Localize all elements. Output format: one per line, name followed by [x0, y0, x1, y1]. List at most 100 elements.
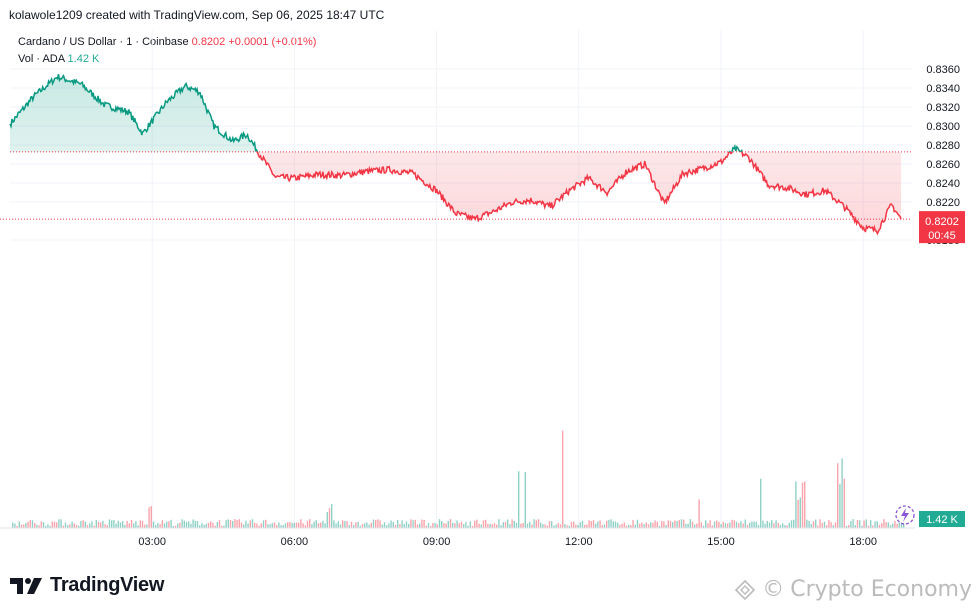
volume-bar — [306, 520, 309, 528]
volume-bar — [482, 520, 485, 528]
lightning-icon[interactable] — [895, 505, 915, 525]
volume-bar — [469, 521, 471, 528]
volume-bar — [100, 522, 102, 528]
volume-bar — [531, 524, 533, 528]
volume-bar — [14, 523, 16, 528]
legend-price: 0.8202 — [191, 36, 226, 48]
time-tick-label: 15:00 — [707, 536, 735, 548]
volume-bar — [779, 524, 782, 528]
volume-bar — [540, 522, 542, 528]
price-tick-label: 0.8360 — [926, 64, 960, 76]
volume-bar — [810, 524, 812, 528]
badge-volume: 1.42 K — [926, 514, 958, 526]
time-tick-label: 09:00 — [423, 536, 451, 548]
volume-bar — [713, 521, 716, 528]
volume-bar — [298, 522, 300, 528]
brand-name: TradingView — [50, 574, 165, 596]
volume-bar — [870, 520, 872, 528]
volume-bar — [82, 520, 84, 528]
volume-bar — [898, 522, 900, 528]
volume-bar — [135, 521, 137, 528]
volume-bar — [262, 520, 265, 528]
volume-bar — [214, 525, 216, 528]
volume-bar — [843, 478, 845, 528]
volume-bar — [102, 520, 104, 528]
volume-bar — [507, 519, 509, 528]
volume-bar — [790, 520, 793, 528]
volume-bar — [80, 520, 82, 528]
volume-bar — [179, 522, 181, 528]
volume-bar — [273, 522, 276, 528]
volume-bar — [667, 520, 669, 528]
volume-bar — [113, 520, 115, 528]
volume-bar — [188, 521, 190, 528]
volume-bar — [42, 522, 45, 528]
price-chart[interactable]: 0.8360 0.8340 0.8320 0.8300 0.8280 0.8260 0.82… — [0, 0, 980, 570]
volume-bars — [12, 430, 905, 528]
volume-bar — [304, 525, 306, 528]
volume-bar — [419, 523, 421, 528]
volume-legend: Vol · ADA 1.42 K — [18, 53, 99, 65]
volume-bar — [359, 525, 361, 528]
volume-bar — [520, 523, 522, 528]
volume-bar — [403, 524, 405, 528]
volume-bar — [861, 525, 863, 528]
volume-bar — [654, 520, 656, 528]
volume-bar — [122, 521, 124, 528]
volume-bar — [511, 519, 513, 528]
volume-bar — [251, 519, 254, 528]
volume-bar — [749, 522, 751, 528]
volume-bar — [265, 519, 267, 528]
volume-bar — [388, 523, 390, 528]
volume-bar — [232, 520, 234, 528]
volume-bar — [680, 519, 683, 528]
volume-bar — [234, 519, 236, 528]
volume-bar — [753, 521, 755, 528]
volume-bar — [502, 522, 504, 528]
volume-bar — [86, 525, 89, 528]
volume-bar — [559, 524, 562, 528]
tradingview-logo-icon — [10, 577, 42, 594]
volume-bar — [438, 519, 441, 528]
volume-bar — [366, 522, 368, 528]
time-axis: 03:00 06:00 09:00 12:00 15:00 18:00 — [0, 527, 915, 548]
volume-bar — [509, 524, 511, 528]
volume-bar — [416, 524, 419, 528]
volume-bar — [724, 523, 727, 528]
volume-bar — [454, 523, 456, 528]
volume-bar — [643, 524, 645, 528]
volume-bar — [45, 525, 47, 528]
volume-bar — [324, 523, 326, 528]
volume-bar — [225, 520, 227, 528]
volume-bar — [625, 525, 628, 528]
volume-bar — [412, 520, 414, 528]
volume-bar — [64, 522, 67, 528]
volume-bar — [23, 524, 25, 528]
volume-bar — [652, 522, 654, 528]
volume-bar — [801, 482, 804, 528]
price-line-below — [256, 151, 902, 236]
volume-bar — [894, 520, 896, 528]
volume-bar — [828, 520, 830, 528]
volume-bar — [243, 524, 245, 528]
volume-bar — [126, 520, 128, 528]
badge-price: 0.8202 — [925, 216, 959, 228]
volume-bar — [694, 524, 696, 528]
volume-bar — [742, 523, 744, 528]
volume-bar — [733, 520, 735, 528]
volume-bar — [564, 524, 566, 528]
volume-bar — [590, 521, 592, 528]
volume-bar — [766, 521, 768, 528]
volume-bar — [834, 522, 837, 528]
volume-bar — [533, 519, 535, 528]
volume-bar — [630, 525, 632, 528]
volume-bar — [174, 525, 177, 528]
volume-bar — [592, 520, 595, 528]
volume-bar — [612, 521, 614, 528]
volume-bar — [845, 525, 848, 528]
volume-bar — [718, 521, 720, 528]
volume-bar — [452, 522, 454, 528]
volume-bar — [258, 525, 260, 528]
volume-bar — [240, 522, 243, 528]
watermark-icon — [735, 579, 756, 600]
